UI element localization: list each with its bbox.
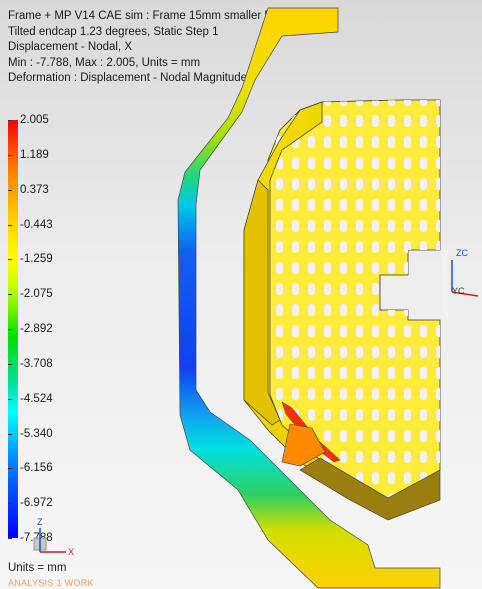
triad-z-label: Z <box>37 517 43 527</box>
legend-value-label: -6.972 <box>20 497 53 510</box>
result-subtitle: Tilted endcap 1.23 degrees, Static Step … <box>8 25 219 38</box>
legend-value-label: 2.005 <box>20 114 49 126</box>
orange-bracket <box>281 423 326 467</box>
legend-tick <box>8 329 12 330</box>
application-mode-label: ANALYSIS 1 WORK <box>8 578 94 588</box>
legend-value-label: 1.189 <box>20 148 49 161</box>
legend-tick <box>8 189 12 191</box>
legend-tick <box>8 154 12 156</box>
legend-tick <box>8 224 12 226</box>
legend-value-label: -2.892 <box>20 323 53 335</box>
legend-value-label: -4.524 <box>20 392 53 405</box>
legend-tick <box>8 294 12 296</box>
legend-value-label: -2.075 <box>20 288 53 301</box>
result-title: Frame + MP V14 CAE sim : Frame 15mm smal… <box>8 10 297 22</box>
triad-x-label: X <box>68 547 74 557</box>
triad-yc-label: YC <box>452 286 465 296</box>
endcap-notch <box>442 250 448 320</box>
outer-frame <box>177 7 441 589</box>
endcap-bottom-edge <box>299 457 441 521</box>
endcap-rim-side <box>243 179 281 426</box>
result-type: Displacement - Nodal, X <box>8 41 132 53</box>
result-header: Frame + MP V14 CAE sim : Frame 15mm smal… <box>8 9 297 87</box>
work-coordinate-triad: ZC YC <box>451 248 479 297</box>
legend-tick <box>8 363 12 365</box>
legend-value-label: -0.443 <box>20 218 53 231</box>
endcap-holes <box>268 100 440 500</box>
result-range: Min : -7.788, Max : 2.005, Units = mm <box>8 56 201 69</box>
color-legend-bar[interactable] <box>8 120 18 538</box>
absolute-coordinate-triad: Z X <box>33 517 74 557</box>
legend-value-label: -1.259 <box>20 253 53 266</box>
legend-tick <box>8 259 12 261</box>
triad-zc-label: ZC <box>456 248 468 258</box>
legend-tick <box>8 433 12 435</box>
legend-tick <box>8 503 12 505</box>
legend-value-label: -3.708 <box>20 357 53 370</box>
legend-value-label: 0.373 <box>20 183 49 196</box>
legend-tick <box>8 468 12 470</box>
units-label: Units = mm <box>8 562 67 574</box>
deformation-info: Deformation : Displacement - Nodal Magni… <box>8 72 248 84</box>
legend-tick <box>8 538 12 539</box>
legend-value-label: -5.340 <box>20 427 53 440</box>
legend-value-label: -6.156 <box>20 462 53 475</box>
legend-tick <box>8 120 12 121</box>
legend-tick <box>8 398 12 400</box>
